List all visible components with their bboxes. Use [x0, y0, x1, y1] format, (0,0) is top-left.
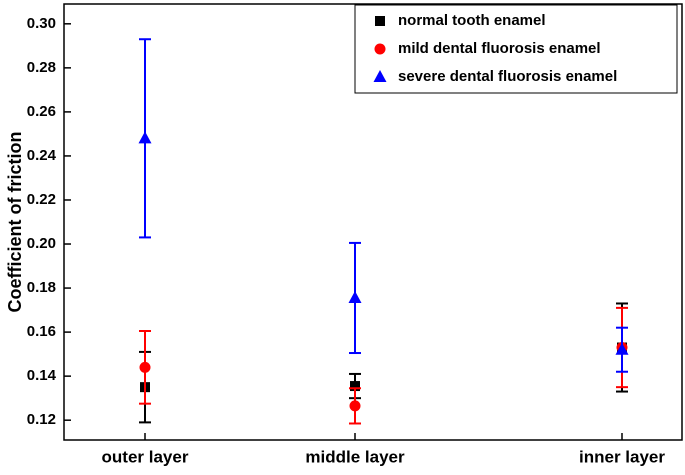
y-tick-label: 0.18 [27, 279, 56, 296]
data-point [348, 290, 362, 303]
y-axis-label: Coefficient of friction [5, 132, 25, 313]
y-tick-label: 0.14 [27, 367, 57, 384]
data-point [139, 361, 151, 373]
y-tick-label: 0.16 [27, 323, 56, 340]
y-tick-label: 0.28 [27, 59, 56, 76]
x-tick-label: outer layer [102, 447, 189, 466]
y-tick-label: 0.30 [27, 15, 56, 32]
legend-marker [374, 43, 386, 55]
legend-marker [373, 70, 387, 82]
y-tick-label: 0.20 [27, 235, 56, 252]
legend-label: normal tooth enamel [398, 12, 546, 29]
data-point [350, 381, 360, 392]
legend-label: mild dental fluorosis enamel [398, 40, 601, 57]
legend-box [354, 4, 678, 94]
x-tick-label: middle layer [305, 447, 405, 466]
data-point [138, 131, 152, 144]
y-tick-label: 0.12 [27, 411, 56, 428]
legend-marker [375, 16, 385, 26]
x-tick-label: inner layer [579, 447, 665, 466]
y-tick-label: 0.22 [27, 191, 56, 208]
data-point [349, 400, 361, 412]
legend-label: severe dental fluorosis enamel [398, 68, 617, 85]
y-tick-label: 0.24 [27, 147, 57, 164]
data-point [615, 342, 629, 355]
y-tick-label: 0.26 [27, 103, 56, 120]
plot-frame [63, 3, 683, 441]
